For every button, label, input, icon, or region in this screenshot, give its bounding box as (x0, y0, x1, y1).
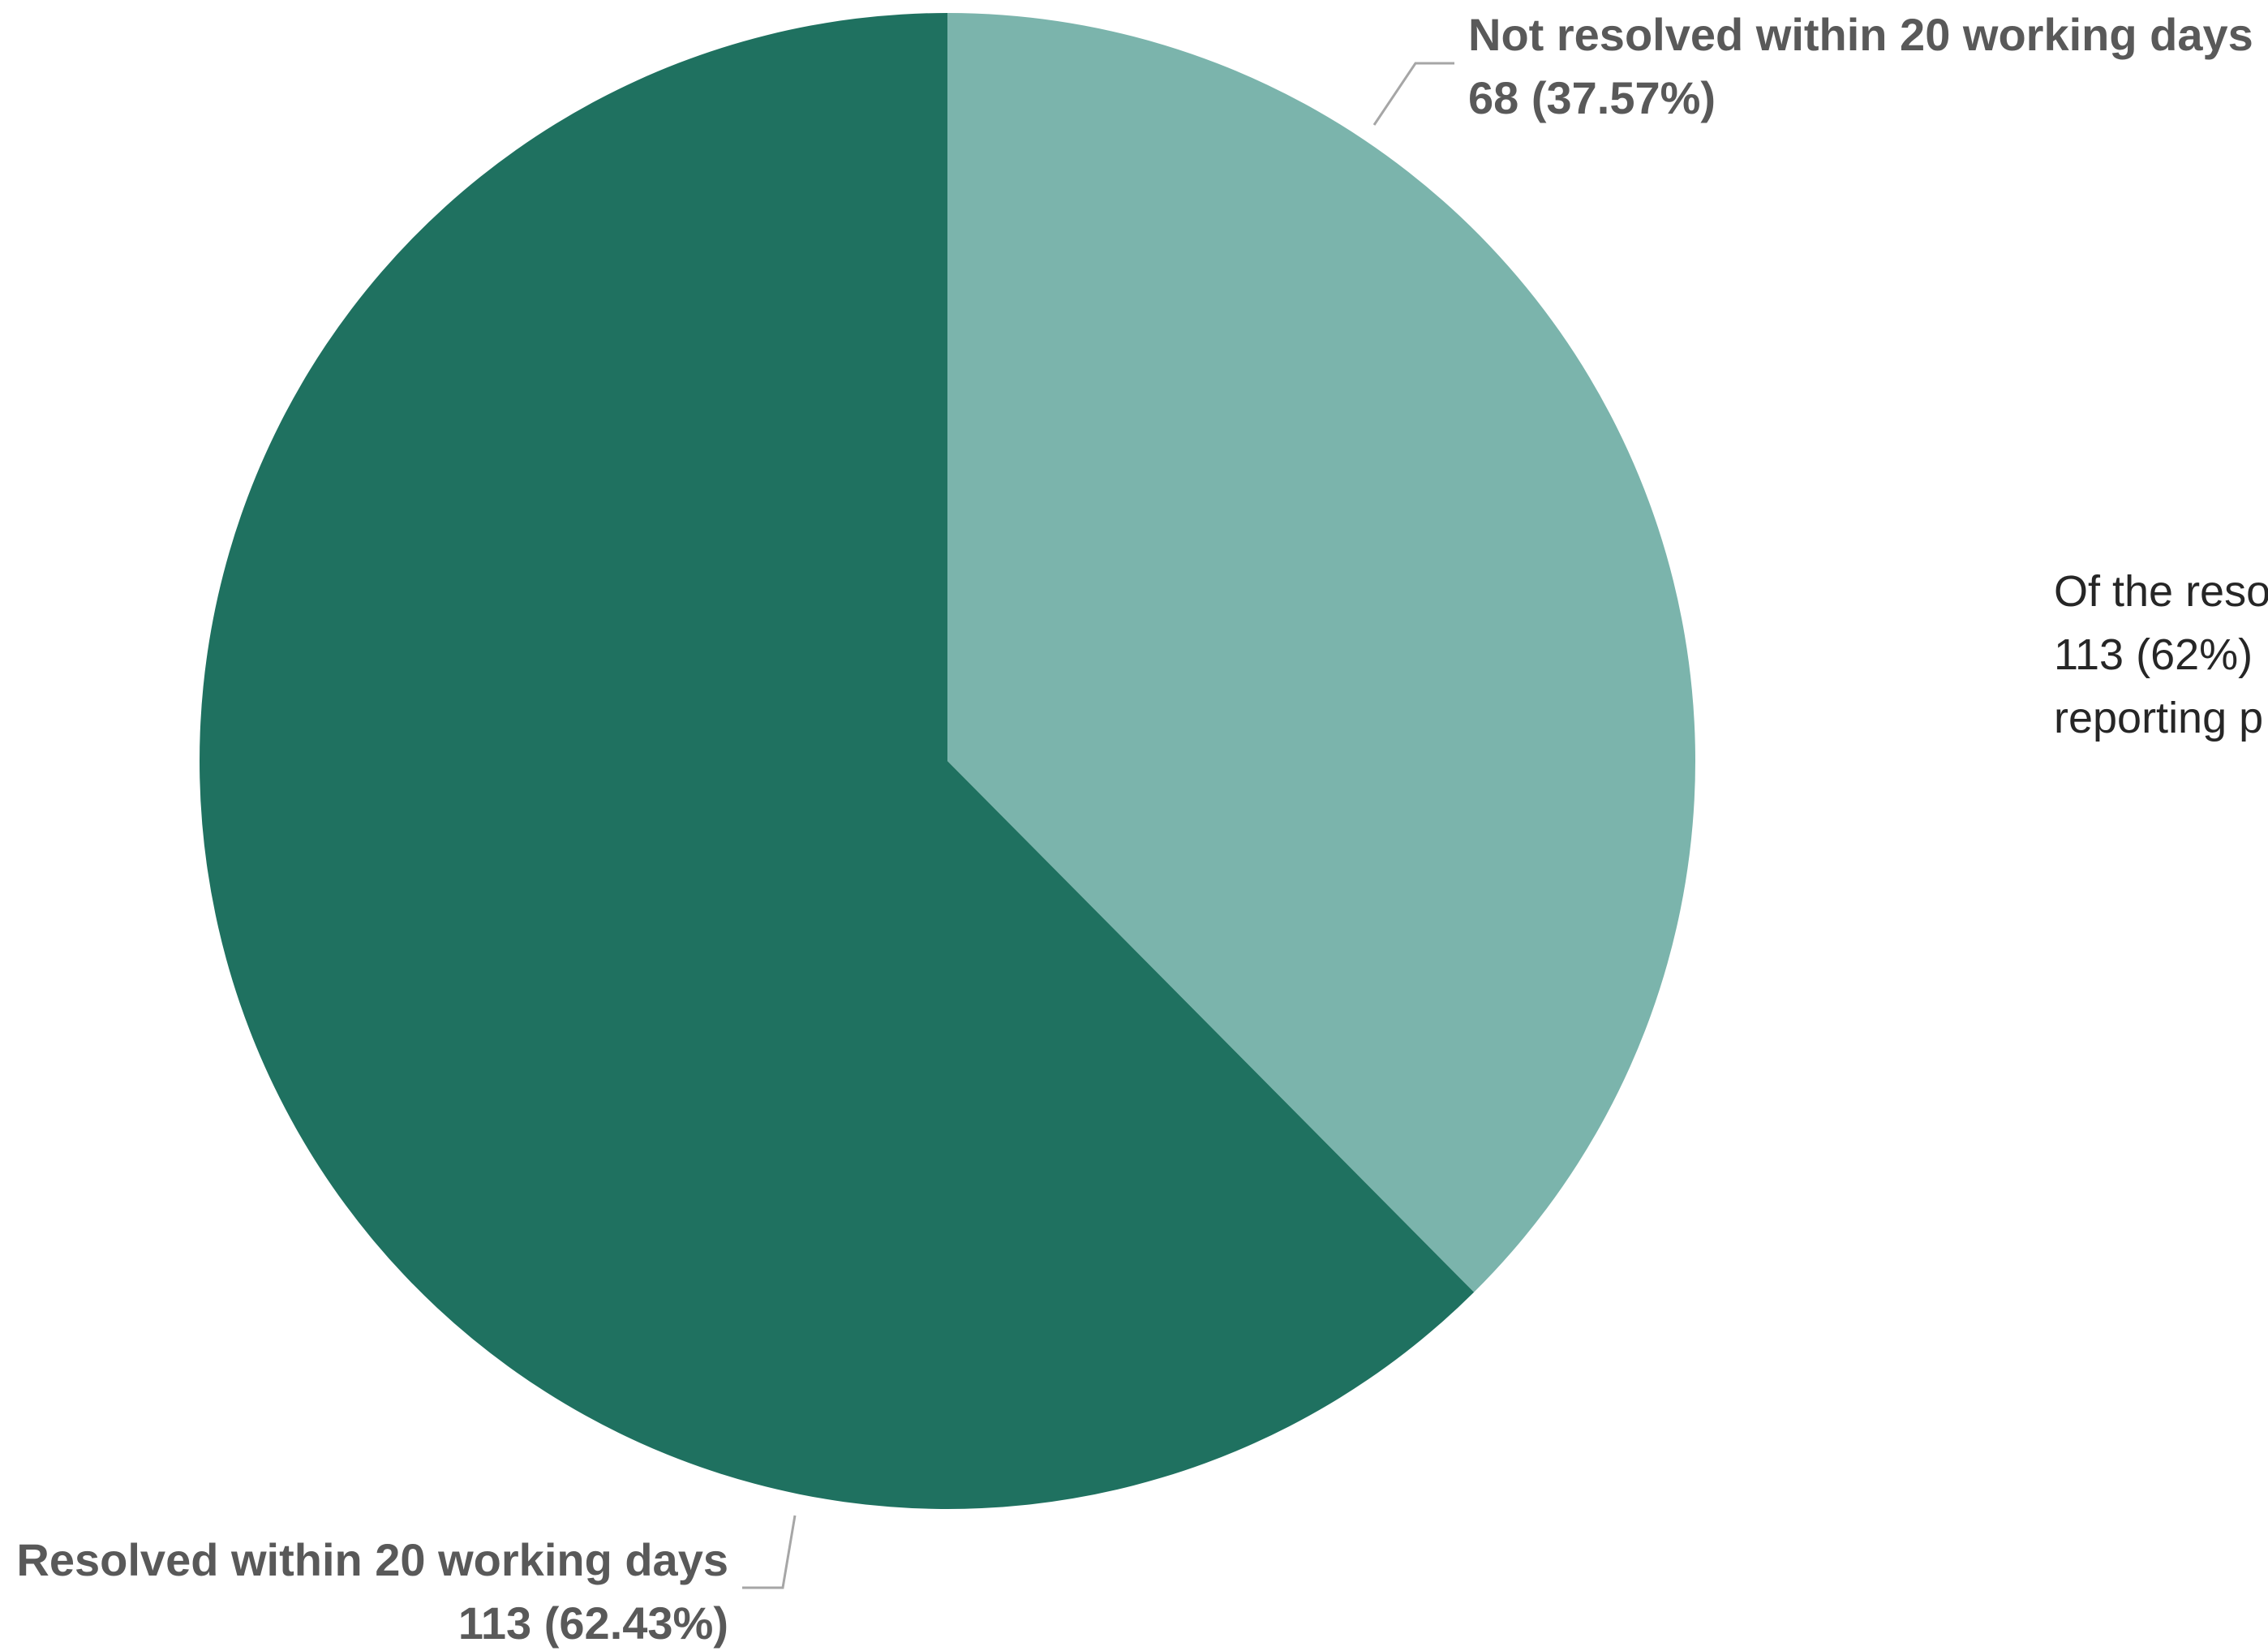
label-resolved-value: 113 (62.43%) (458, 1597, 728, 1649)
label-resolved-name: Resolved within 20 working days (16, 1534, 728, 1585)
pie-slice-not-resolved (947, 13, 1696, 1292)
leader-line-resolved (742, 1515, 797, 1589)
pie-slices (200, 13, 1696, 1509)
label-not-resolved-name: Not resolved within 20 working days (1468, 9, 2253, 60)
pie-slice-resolved (200, 13, 1475, 1509)
label-not-resolved-value: 68 (37.57%) (1468, 72, 1716, 123)
annotation-line-1: Of the reso (2054, 567, 2268, 616)
annotation-line-2: 113 (62%) (2054, 630, 2253, 679)
leader-lines (742, 62, 1454, 1589)
annotation-line-3: reporting p (2054, 694, 2263, 742)
leader-line-not-resolved (1372, 62, 1454, 126)
